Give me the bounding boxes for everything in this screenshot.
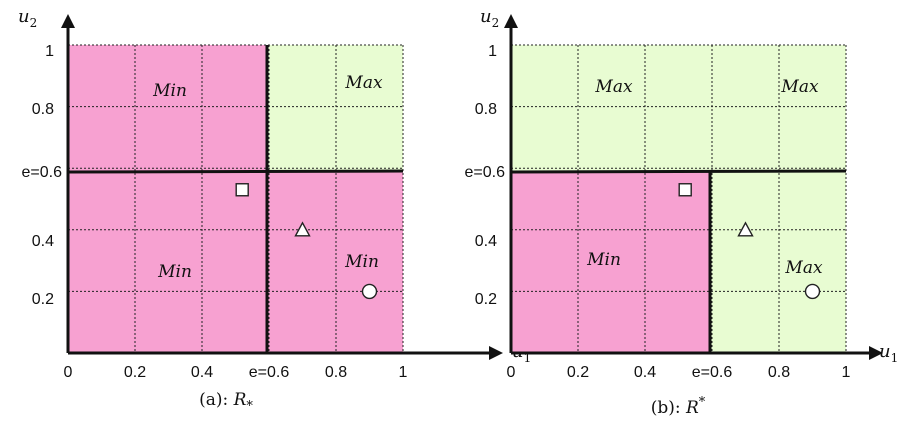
markers <box>678 183 821 300</box>
grid <box>68 44 404 353</box>
region-bottom-right <box>267 172 403 353</box>
region-label-top-right: Max <box>780 77 819 97</box>
region-label-top-right: Max <box>344 73 383 93</box>
y-tick-label: 0.4 <box>32 233 54 250</box>
x-tick-label: 0.8 <box>325 364 347 381</box>
region-top-right <box>267 45 403 172</box>
y-axis-label: u2 <box>18 6 37 30</box>
divider-horizontal <box>67 169 404 174</box>
x-axis-arrowhead <box>869 346 883 360</box>
y-tick-label: 0.2 <box>475 291 497 308</box>
square-marker <box>235 183 249 197</box>
region-label-top-left: Max <box>594 77 633 97</box>
y-tick-labels: 1 0.8 e=0.6 0.4 0.2 <box>465 43 506 308</box>
y-tick-label: 0.8 <box>475 101 497 118</box>
circle-marker <box>361 283 378 300</box>
x-axis-label: u1 <box>879 341 898 365</box>
triangle-marker <box>737 221 754 237</box>
y-tick-label: 1 <box>45 43 54 60</box>
square-marker <box>678 183 692 197</box>
y-tick-labels: 1 0.8 e=0.6 0.4 0.2 <box>22 43 63 308</box>
y-tick-label: 1 <box>488 43 497 60</box>
x-tick-label: 0.4 <box>634 364 656 381</box>
region-label-bottom-left: Min <box>157 262 192 282</box>
x-tick-label: 0 <box>507 364 516 381</box>
region-label-bottom-left: Min <box>586 250 621 270</box>
x-tick-label: 0.2 <box>124 364 146 381</box>
y-axis-label: u2 <box>480 6 499 30</box>
region-top-left <box>68 45 267 172</box>
divider-horizontal <box>510 169 847 174</box>
markers <box>235 183 378 300</box>
region-bottom-left <box>68 172 267 353</box>
circle-marker <box>804 283 821 300</box>
y-tick-label: e=0.6 <box>22 164 63 181</box>
region-top-left <box>511 45 710 172</box>
x-tick-labels: 0 0.2 0.4 e=0.6 0.8 1 <box>64 364 408 381</box>
x-tick-label: 0.8 <box>768 364 790 381</box>
x-tick-label: 0.4 <box>191 364 213 381</box>
y-axis-arrowhead <box>61 14 75 28</box>
region-bottom-right <box>710 172 846 353</box>
region-label-top-left: Min <box>152 81 187 101</box>
y-tick-label: 0.8 <box>32 101 54 118</box>
panel-caption: (a): R* <box>199 390 253 414</box>
y-tick-label: 0.2 <box>32 291 54 308</box>
x-tick-label: e=0.6 <box>249 364 290 381</box>
panel-caption: (b): R* <box>651 395 706 418</box>
grid <box>511 44 847 353</box>
region-top-right <box>710 45 846 172</box>
y-tick-label: e=0.6 <box>465 164 506 181</box>
x-tick-label: 0.2 <box>567 364 589 381</box>
x-tick-label: e=0.6 <box>692 364 733 381</box>
x-tick-label: 1 <box>842 364 851 381</box>
panel-b: Max Max Min Max u1 u2 0 0.2 0.4 e=0.6 0.… <box>465 6 899 418</box>
region-label-bottom-right: Min <box>344 252 379 272</box>
panel-a: Min Max Min Min u1 u2 0 0.2 0.4 e=0.6 0.… <box>18 6 531 414</box>
y-axis-arrowhead <box>504 14 518 28</box>
region-label-bottom-right: Max <box>784 258 823 278</box>
triangle-marker <box>294 221 311 237</box>
y-tick-label: 0.4 <box>475 233 497 250</box>
x-tick-label: 0 <box>64 364 73 381</box>
x-tick-label: 1 <box>399 364 408 381</box>
x-tick-labels: 0 0.2 0.4 e=0.6 0.8 1 <box>507 364 851 381</box>
region-bottom-left <box>511 172 710 353</box>
x-axis-arrowhead <box>489 346 503 360</box>
